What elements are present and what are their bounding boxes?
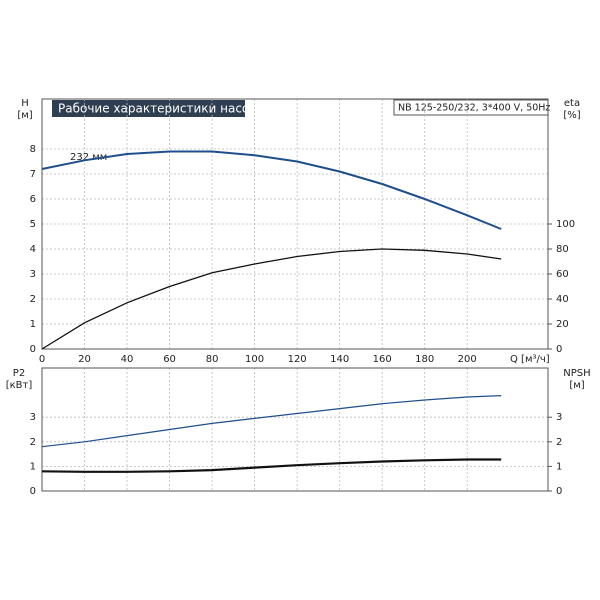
- y2-tick-label: 1: [556, 461, 562, 472]
- x-tick-label: 80: [206, 354, 219, 365]
- x-tick-label: 40: [121, 354, 134, 365]
- y2-tick-label: 60: [556, 269, 569, 280]
- x-tick-label: 160: [373, 354, 392, 365]
- y-tick-label: 0: [30, 344, 36, 355]
- x-tick-label: 0: [39, 354, 45, 365]
- y2-axis-label: eta: [564, 98, 580, 109]
- x-tick-label: 120: [288, 354, 307, 365]
- curve-npsh: [41, 395, 502, 448]
- x-tick-label: 60: [163, 354, 176, 365]
- title-box: [52, 100, 245, 117]
- y-tick-label: 7: [30, 169, 36, 180]
- y-axis-label: P2: [13, 368, 25, 379]
- y2-axis-unit: [м]: [569, 380, 584, 391]
- y2-tick-label: 40: [556, 294, 569, 305]
- x-tick-label: 200: [458, 354, 477, 365]
- y-tick-label: 1: [30, 319, 36, 330]
- y-tick-label: 6: [30, 194, 36, 205]
- y-tick-label: 1: [30, 461, 36, 472]
- curve-h: [41, 150, 502, 230]
- y2-tick-label: 100: [556, 219, 575, 230]
- y2-tick-label: 3: [556, 412, 562, 423]
- y-tick-label: 5: [30, 219, 36, 230]
- curve-p2: [41, 458, 502, 473]
- y2-axis-unit: [%]: [563, 110, 580, 121]
- y2-tick-label: 80: [556, 244, 569, 255]
- x-tick-label: 140: [330, 354, 349, 365]
- y-tick-label: 2: [30, 294, 36, 305]
- y-tick-label: 0: [30, 486, 36, 497]
- y2-tick-label: 0: [556, 344, 562, 355]
- x-axis-label: Q [м³/ч]: [510, 354, 550, 365]
- curve-eta: [41, 248, 502, 350]
- x-tick-label: 180: [415, 354, 434, 365]
- y2-tick-label: 20: [556, 319, 569, 330]
- x-tick-label: 20: [78, 354, 91, 365]
- model-label: NB 125-250/232, 3*400 V, 50Hz: [398, 103, 550, 114]
- x-tick-label: 100: [245, 354, 264, 365]
- y-tick-label: 3: [30, 269, 36, 280]
- y-axis-label: H: [21, 98, 29, 109]
- y-axis-unit: [кВт]: [6, 380, 33, 391]
- y2-tick-label: 0: [556, 486, 562, 497]
- plot-frame: [41, 367, 549, 492]
- y2-axis-label: NPSH: [563, 368, 590, 379]
- y2-tick-label: 2: [556, 437, 562, 448]
- y-axis-unit: [м]: [17, 110, 32, 121]
- curve-label: 232 мм: [70, 152, 107, 163]
- y-tick-label: 2: [30, 437, 36, 448]
- y-tick-label: 8: [30, 144, 36, 155]
- chart-title: Рабочие характеристики насоса: [58, 102, 263, 116]
- plot-frame: [41, 98, 549, 350]
- y-tick-label: 4: [30, 244, 36, 255]
- y-tick-label: 3: [30, 412, 36, 423]
